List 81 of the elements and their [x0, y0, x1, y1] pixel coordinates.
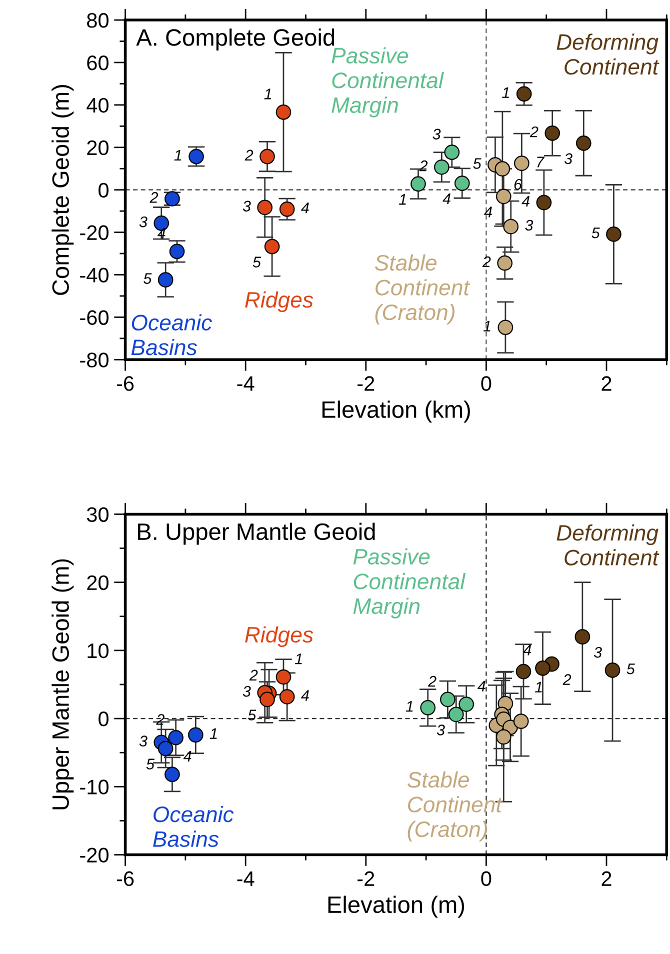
y-tick-label: -10: [80, 780, 109, 794]
annotation: 5: [248, 710, 256, 720]
text: Ridges: [245, 291, 314, 312]
x-tick-label: -4: [237, 376, 254, 391]
annotation: 5: [626, 664, 635, 674]
annotation: 2: [244, 150, 254, 160]
annotation: 2: [150, 192, 158, 203]
annotation: 1: [406, 701, 413, 712]
annotation: 5: [146, 758, 155, 770]
annotation: 1: [294, 654, 302, 664]
annotation: 2: [428, 676, 436, 687]
y-tick-label: 80: [87, 13, 109, 28]
x-axis-title: Elevation (km): [322, 400, 470, 423]
annotation: 3: [242, 686, 251, 697]
annotation: 2: [249, 670, 258, 680]
series-label: Oceanic Basins: [131, 314, 212, 356]
annotation: 3: [525, 220, 534, 231]
annotation: 3: [436, 724, 445, 736]
annotation: 3: [139, 216, 148, 228]
y-tick-label: 40: [86, 98, 109, 113]
annotation: 5: [252, 256, 261, 268]
x-tick-label: 0: [481, 871, 492, 886]
y-tick-label: 20: [87, 140, 109, 156]
annotation: 5: [592, 228, 600, 238]
y-tick-label: 0: [98, 182, 109, 198]
annotation: 2: [482, 256, 491, 268]
x-tick-label: -4: [237, 872, 254, 886]
x-tick-label: 0: [481, 376, 492, 391]
y-tick-label: -80: [80, 352, 109, 368]
legend-label: Deforming Continent: [556, 524, 660, 566]
annotation: 1: [264, 88, 272, 100]
x-tick-label: 2: [602, 871, 612, 886]
annotation: 4: [522, 196, 530, 207]
series-label: Stable Continent (Craton): [407, 771, 503, 842]
y-tick-label: -20: [80, 848, 109, 863]
annotation: 1: [210, 728, 217, 739]
annotation: 2: [530, 126, 538, 138]
annotation: 1: [483, 320, 490, 332]
y-tick-label: 60: [87, 55, 109, 70]
x-tick-label: -2: [358, 871, 374, 886]
text: Passive Continental Margin: [353, 548, 466, 618]
annotation: 4: [301, 690, 309, 701]
annotation: 2: [562, 674, 572, 685]
x-axis-title: Elevation (m): [328, 896, 464, 918]
annotation: 7: [537, 156, 545, 168]
annotation: 4: [478, 680, 486, 692]
series-label: Ridges: [245, 626, 314, 648]
x-tick-label: -2: [358, 376, 374, 391]
y-tick-label: -20: [80, 225, 109, 240]
legend-label: Deforming Continent: [556, 34, 660, 75]
y-tick-label: 10: [88, 643, 109, 658]
annotation: 4: [484, 206, 492, 218]
annotation: 3: [139, 736, 148, 746]
annotation: 3: [594, 646, 602, 658]
y-axis-title: Complete Geoid (m): [52, 85, 74, 295]
series-label: Stable Continent (Craton): [374, 254, 470, 325]
annotation: 4: [301, 202, 309, 214]
annotation: 4: [442, 194, 450, 204]
annotation: 3: [242, 200, 251, 212]
y-axis-title: Upper Mantle Geoid (m): [52, 559, 74, 810]
annotation: 3: [564, 153, 572, 164]
annotation: 5: [473, 158, 482, 169]
y-tick-label: 0: [98, 712, 109, 726]
annotation: 1: [502, 87, 509, 98]
x-tick-label: -6: [116, 871, 134, 886]
y-tick-label: 20: [87, 575, 109, 590]
annotation: 1: [399, 194, 406, 205]
series-label: Passive Continental Margin: [332, 47, 444, 118]
annotation: 4: [183, 751, 192, 762]
series-label: Oceanic Basins: [153, 806, 234, 847]
chart-title: A. Complete Geoid: [136, 28, 334, 51]
chart-title: B. Upper Mantle Geoid: [138, 522, 375, 545]
x-tick-label: 2: [602, 376, 612, 391]
annotation: 1: [174, 150, 182, 160]
y-tick-label: -60: [80, 310, 109, 325]
annotation: 3: [432, 128, 441, 140]
annotation: 1: [535, 682, 542, 692]
annotation: 5: [144, 273, 152, 284]
x-tick-label: -6: [116, 376, 134, 391]
y-tick-label: -40: [80, 268, 109, 283]
y-tick-label: 30: [86, 507, 109, 522]
